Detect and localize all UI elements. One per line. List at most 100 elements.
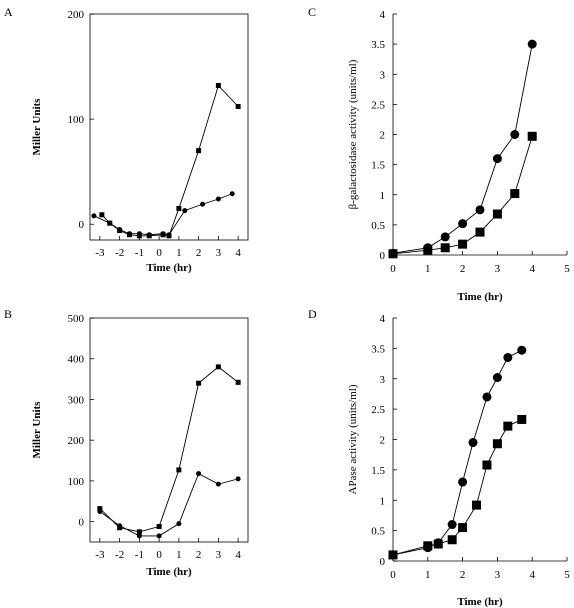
chart-panel-d: 0 0.5 1 1.5 2 2.5 3 3.5 4 0 1 2 3 4 5 Time (hr) APase ac… [347, 313, 570, 608]
data-point-square [235, 379, 241, 385]
x-tick-label: -3 [95, 549, 105, 561]
data-point-circle [176, 521, 182, 527]
data-point-circle [182, 208, 188, 214]
x-axis-title: Time (hr) [457, 291, 503, 303]
data-point-circle [447, 520, 457, 530]
x-tick-label: 3 [216, 247, 222, 259]
data-point-square [517, 414, 527, 424]
chart-panel-c: 0 0.5 1 1.5 2 2.5 3 3.5 4 0 1 2 3 4 5 Time (hr) β-galact… [347, 9, 570, 303]
data-point-circle [482, 392, 492, 402]
y-axis-title: β-galactosidase activity (units/ml) [347, 59, 359, 209]
y-tick-label: 0.5 [371, 220, 385, 232]
data-point-circle [235, 476, 241, 482]
x-tick-label: 2 [196, 247, 202, 259]
y-tick-label: 0 [380, 250, 386, 262]
y-tick-label: 300 [68, 394, 85, 406]
y-tick-label: 2.5 [371, 404, 385, 416]
y-tick-label: 2 [380, 130, 386, 142]
data-point-square [388, 550, 398, 560]
data-point-square [510, 189, 520, 199]
data-point-square [215, 82, 221, 88]
data-point-circle [510, 130, 520, 139]
data-point-square [156, 524, 162, 530]
x-tick-label: -1 [135, 549, 144, 561]
data-point-circle [200, 201, 206, 207]
data-point-circle [458, 477, 468, 487]
y-tick-label: 1.5 [371, 465, 385, 477]
data-point-square [492, 439, 502, 449]
x-axis-title: Time (hr) [146, 566, 192, 578]
data-point-square [475, 227, 485, 237]
data-point-square [527, 131, 537, 141]
data-point-square [196, 148, 202, 154]
data-point-square [176, 205, 182, 211]
data-point-circle [458, 219, 468, 229]
data-point-square [472, 500, 482, 510]
data-point-circle [229, 191, 235, 197]
plot-frame [89, 317, 249, 543]
y-tick-label: 1 [380, 190, 386, 202]
data-point-square [458, 239, 468, 249]
x-tick-label: 3 [216, 549, 222, 561]
data-point-circle [91, 213, 97, 219]
series-line [99, 472, 239, 537]
x-tick-label: 4 [529, 263, 535, 275]
data-point-square [97, 506, 103, 512]
data-point-square [492, 209, 502, 219]
data-point-square [433, 539, 443, 549]
data-point-circle [527, 39, 537, 49]
x-tick-label: 2 [196, 549, 202, 561]
data-point-square [423, 245, 433, 255]
x-tick-label: 0 [156, 549, 162, 561]
data-point-circle [117, 523, 123, 529]
y-tick-label: 1.5 [371, 160, 385, 172]
y-tick-label: 3 [380, 374, 386, 386]
data-point-circle [117, 226, 123, 232]
x-tick-label: 5 [564, 569, 570, 581]
data-point-circle [127, 231, 132, 237]
data-point-circle [468, 438, 478, 448]
x-tick-label: -2 [115, 549, 124, 561]
x-tick-label: -1 [135, 247, 144, 259]
data-point-square [423, 541, 433, 551]
x-tick-label: 0 [156, 247, 162, 259]
data-point-circle [107, 220, 113, 226]
x-axis-title: Time (hr) [146, 262, 192, 274]
y-tick-label: 0 [380, 556, 386, 568]
y-tick-label: 0.5 [371, 526, 385, 538]
data-point-circle [440, 232, 450, 242]
y-tick-label: 500 [68, 313, 85, 325]
plot-frame [89, 13, 249, 241]
data-point-circle [146, 232, 152, 238]
y-tick-label: 2 [380, 435, 386, 447]
data-point-circle [215, 196, 221, 202]
data-point-circle [215, 481, 221, 487]
series-line [392, 349, 522, 556]
y-tick-label: 0 [79, 517, 85, 529]
x-tick-label: 3 [495, 569, 501, 581]
data-point-square [447, 535, 457, 545]
y-tick-label: 3 [380, 69, 386, 81]
y-tick-label: 1 [380, 495, 386, 507]
series-line [101, 84, 239, 237]
y-tick-label: 100 [68, 476, 85, 488]
panel-label-c: C [308, 5, 316, 19]
y-tick-label: 4 [380, 9, 386, 21]
data-point-circle [156, 533, 162, 539]
series-line [99, 366, 239, 533]
data-point-circle [136, 231, 142, 237]
x-tick-label: 0 [390, 569, 396, 581]
y-tick-label: 200 [68, 435, 85, 447]
x-tick-label: -2 [115, 247, 124, 259]
data-point-square [235, 104, 241, 110]
panel-label-d: D [308, 307, 317, 321]
y-axis-title: Miller Units [31, 401, 43, 459]
data-point-square [176, 467, 182, 473]
data-point-circle [475, 205, 485, 215]
y-tick-label: 3.5 [371, 343, 385, 355]
y-axis-title: Miller Units [31, 98, 43, 156]
data-point-circle [492, 373, 502, 383]
data-point-square [99, 212, 105, 218]
x-tick-label: 1 [176, 247, 182, 259]
series-line [392, 419, 522, 556]
